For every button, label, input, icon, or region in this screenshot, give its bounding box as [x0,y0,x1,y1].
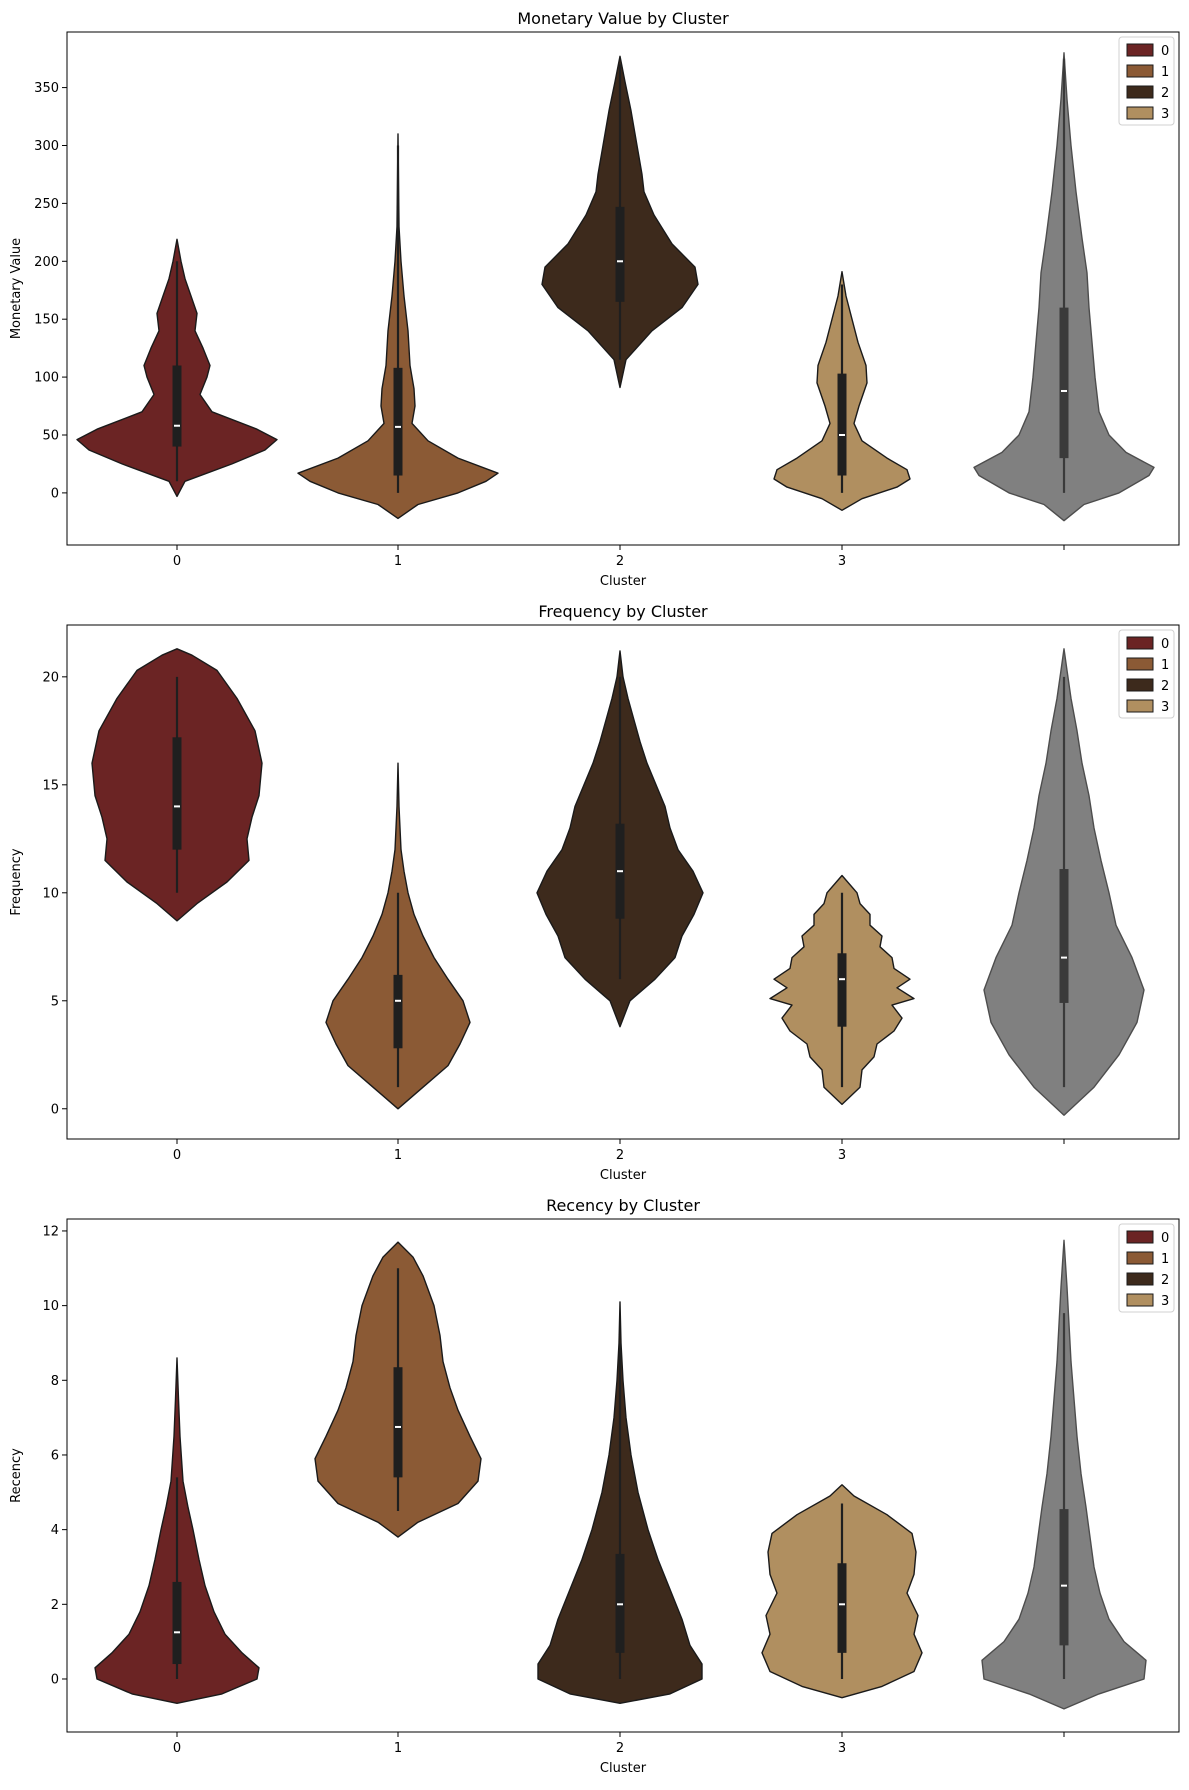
y-tick-label: 15 [42,778,59,793]
x-tick-label: 1 [394,1741,402,1756]
legend-swatch [1126,1293,1154,1307]
y-tick-label: 100 [34,371,59,386]
axes-frame [66,1218,1180,1733]
legend-swatch [1126,1272,1154,1286]
legend-swatch [1126,699,1154,713]
x-tick-label: 1 [394,554,402,569]
y-tick-label: 0 [51,1102,59,1117]
subplot-1: 0 50 100 150 200 250 300 350 0 1 2 3 Monetary Value … [9,9,1180,589]
y-tick-label: 150 [34,313,59,328]
violin-iqr-box [393,367,403,476]
x-axis-label: Cluster [600,574,647,589]
legend-swatch [1126,657,1154,671]
legend-label: 3 [1161,1294,1169,1309]
y-tick-label: 4 [51,1523,59,1538]
legend-swatch [1126,1230,1154,1244]
legend-label: 3 [1161,107,1169,122]
x-tick-label: 2 [616,554,624,569]
violin-iqr-box [172,737,182,850]
axes-frame [66,31,1180,546]
legend-swatch [1126,43,1154,57]
x-tick-label: 3 [838,554,846,569]
violin-iqr-box [615,206,625,302]
legend-label: 0 [1161,1231,1169,1246]
legend-swatch [1126,106,1154,120]
x-tick-label: 0 [173,1148,181,1163]
violin-iqr-box [837,953,847,1027]
violin-iqr-box [837,1563,847,1653]
legend: 0 1 2 3 [1118,629,1175,719]
legend-label: 1 [1161,65,1169,80]
legend-swatch [1126,678,1154,692]
y-tick-label: 20 [42,670,59,685]
violin-iqr-box [172,365,182,447]
legend: 0 1 2 3 [1118,36,1175,126]
legend-swatch [1126,636,1154,650]
violin-iqr-box [837,373,847,476]
legend-swatch [1126,64,1154,78]
chart-title: Frequency by Cluster [538,602,708,621]
violin-iqr-box [393,1367,403,1478]
y-tick-label: 6 [51,1448,59,1463]
legend: 0 1 2 3 [1118,1223,1175,1313]
y-tick-label: 2 [51,1598,59,1613]
y-axis-label: Frequency [9,848,24,915]
y-tick-label: 300 [34,139,59,154]
y-axis-label: Monetary Value [9,238,24,339]
violin-iqr-box [393,974,403,1049]
x-tick-label: 0 [173,554,181,569]
violin-iqr-box [172,1581,182,1665]
violin-iqr-box [1059,869,1069,1003]
y-tick-label: 0 [51,486,59,501]
legend-label: 2 [1161,679,1169,694]
legend-box [1118,36,1175,126]
chart-title: Monetary Value by Cluster [517,9,729,28]
legend-label: 3 [1161,700,1169,715]
x-axis-label: Cluster [600,1761,647,1776]
y-tick-label: 12 [42,1224,59,1239]
y-tick-label: 8 [51,1374,59,1389]
y-tick-label: 250 [34,197,59,212]
legend-swatch [1126,85,1154,99]
y-tick-label: 200 [34,255,59,270]
legend-label: 2 [1161,86,1169,101]
legend-label: 2 [1161,1273,1169,1288]
x-tick-label: 3 [838,1148,846,1163]
y-tick-label: 0 [51,1672,59,1687]
y-tick-label: 5 [51,994,59,1009]
x-tick-label: 2 [616,1148,624,1163]
x-tick-label: 3 [838,1741,846,1756]
x-axis-label: Cluster [600,1168,647,1183]
legend-box [1118,629,1175,719]
y-tick-label: 10 [42,1299,59,1314]
y-tick-label: 10 [42,886,59,901]
x-tick-label: 0 [173,1741,181,1756]
legend-box [1118,1223,1175,1313]
y-tick-label: 350 [34,81,59,96]
violin-iqr-box [1059,1509,1069,1646]
legend-swatch [1126,1251,1154,1265]
y-axis-label: Recency [9,1448,24,1503]
legend-label: 0 [1161,637,1169,652]
x-tick-label: 1 [394,1148,402,1163]
violin-iqr-box [1059,307,1069,459]
legend-label: 0 [1161,44,1169,59]
y-tick-label: 50 [42,428,59,443]
chart-title: Recency by Cluster [546,1196,700,1215]
legend-label: 1 [1161,1252,1169,1267]
x-tick-label: 2 [616,1741,624,1756]
legend-label: 1 [1161,658,1169,673]
axes-frame [66,624,1180,1140]
